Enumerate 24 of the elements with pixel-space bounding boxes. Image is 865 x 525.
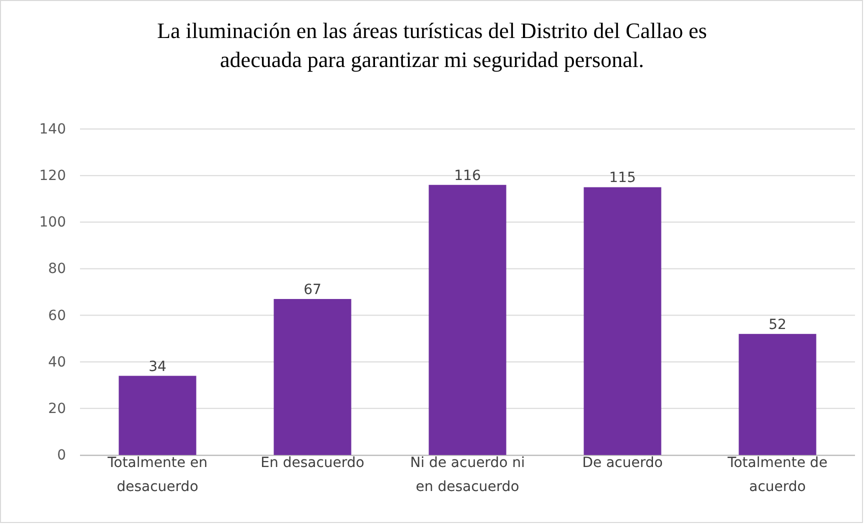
bar (118, 376, 196, 455)
bar (738, 334, 816, 455)
data-label: 52 (768, 316, 786, 333)
x-tick-label: Totalmente en desacuerdo (106, 455, 208, 495)
y-tick-label: 20 (48, 400, 66, 417)
x-tick-label: Totalmente de acuerdo (726, 455, 828, 495)
x-tick-label: Ni de acuerdo ni en desacuerdo (410, 455, 525, 495)
y-tick-label: 100 (39, 214, 66, 231)
bar (428, 184, 506, 455)
y-tick-label: 140 (39, 121, 66, 138)
data-label: 115 (609, 170, 636, 186)
data-label: 34 (148, 358, 166, 375)
y-tick-label: 40 (48, 354, 66, 370)
bar (584, 187, 662, 455)
y-tick-label: 120 (39, 168, 66, 184)
y-tick-label: 0 (57, 447, 66, 464)
x-tick-label: De acuerdo (582, 455, 663, 471)
data-label: 67 (304, 282, 322, 298)
y-tick-label: 60 (48, 308, 66, 324)
y-tick-label: 80 (48, 261, 66, 278)
bar (274, 298, 352, 455)
chart-title: La iluminación en las áreas turísticas del Distrito del Callao es adecuada para garantizar mi seguridad personal. (157, 18, 707, 72)
data-label: 116 (454, 168, 481, 184)
x-tick-label: En desacuerdo (260, 455, 364, 471)
